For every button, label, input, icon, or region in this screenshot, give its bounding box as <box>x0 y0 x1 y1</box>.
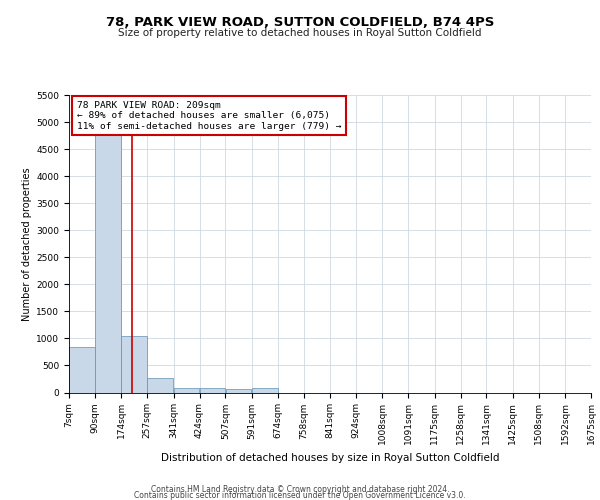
Bar <box>173 388 199 392</box>
Bar <box>252 388 278 392</box>
Y-axis label: Number of detached properties: Number of detached properties <box>22 167 32 320</box>
Bar <box>148 378 173 392</box>
X-axis label: Distribution of detached houses by size in Royal Sutton Coldfield: Distribution of detached houses by size … <box>161 452 499 462</box>
Text: Contains HM Land Registry data © Crown copyright and database right 2024.: Contains HM Land Registry data © Crown c… <box>151 484 449 494</box>
Text: 78 PARK VIEW ROAD: 209sqm
← 89% of detached houses are smaller (6,075)
11% of se: 78 PARK VIEW ROAD: 209sqm ← 89% of detac… <box>77 101 341 131</box>
Text: 78, PARK VIEW ROAD, SUTTON COLDFIELD, B74 4PS: 78, PARK VIEW ROAD, SUTTON COLDFIELD, B7… <box>106 16 494 29</box>
Bar <box>200 388 226 392</box>
Bar <box>69 346 95 393</box>
Bar <box>121 336 147 392</box>
Text: Contains public sector information licensed under the Open Government Licence v3: Contains public sector information licen… <box>134 490 466 500</box>
Bar <box>226 389 251 392</box>
Text: Size of property relative to detached houses in Royal Sutton Coldfield: Size of property relative to detached ho… <box>118 28 482 38</box>
Bar <box>95 118 121 392</box>
